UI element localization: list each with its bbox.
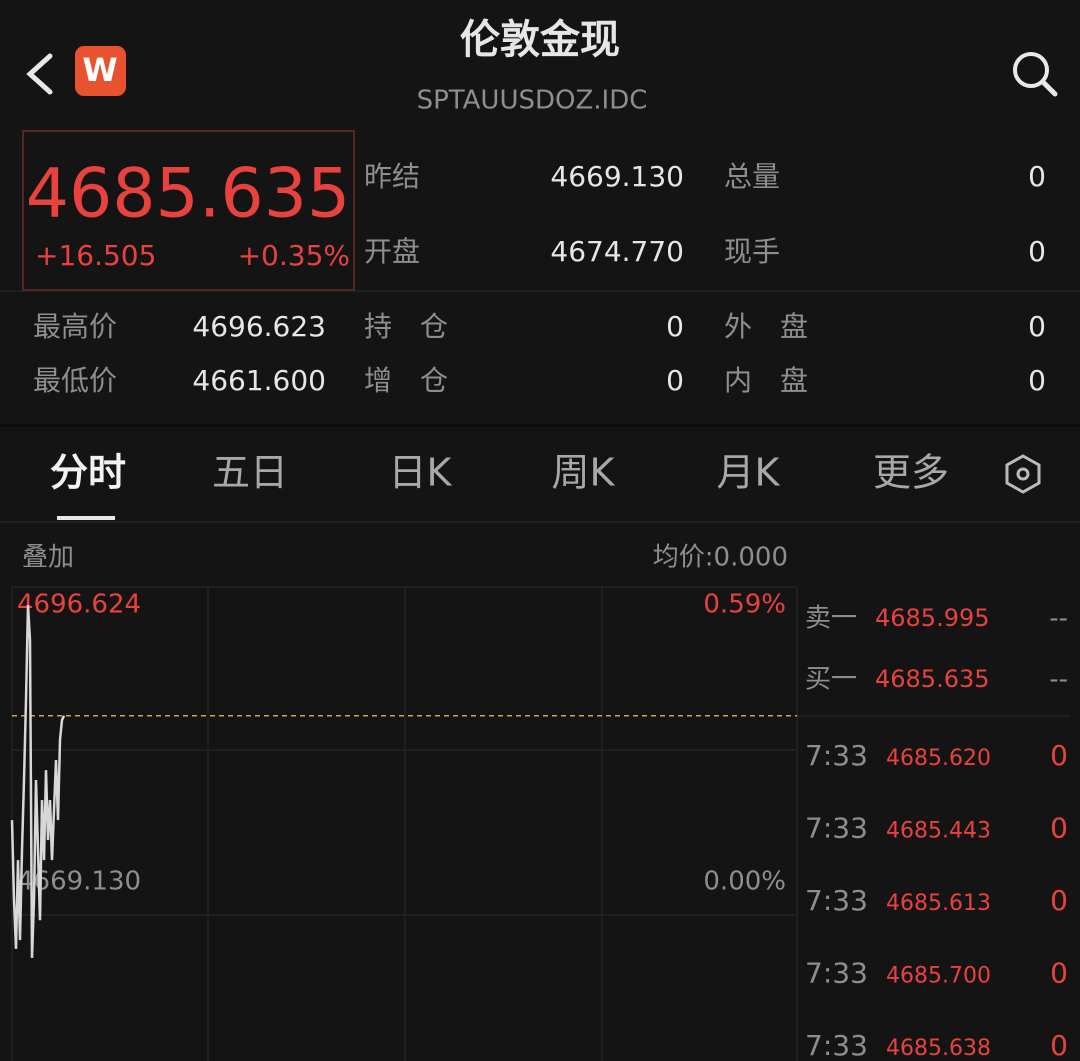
last-price: 4685.635 xyxy=(26,155,350,234)
book-side: 卖一 xyxy=(805,604,857,634)
trade-price: 4685.443 xyxy=(886,819,991,844)
trade-price: 4685.700 xyxy=(886,964,991,989)
stat-label: 最低价 xyxy=(33,364,117,397)
stat-value: 0 xyxy=(666,310,684,343)
stat-value: 0 xyxy=(1028,160,1046,193)
price-change: +16.505 xyxy=(35,239,156,272)
trade-volume: 0 xyxy=(1050,739,1068,772)
stat-label: 增 仓 xyxy=(364,364,448,397)
stat-label: 现手 xyxy=(724,235,780,268)
trade-time: 7:33 xyxy=(805,884,868,917)
stat-label: 最高价 xyxy=(33,310,117,343)
trade-price: 4685.620 xyxy=(886,746,991,771)
book-price: 4685.995 xyxy=(875,604,990,632)
stat-value: 0 xyxy=(1028,310,1046,343)
stat-label: 昨结 xyxy=(364,160,420,193)
app-badge[interactable] xyxy=(75,46,126,96)
search-handle xyxy=(1040,79,1058,97)
stat-label: 持 仓 xyxy=(364,310,448,343)
trade-time: 7:33 xyxy=(805,1029,868,1061)
y-tick-label: 4696.624 xyxy=(17,590,141,620)
app-badge-label: W xyxy=(82,51,117,89)
stat-value: 4674.770 xyxy=(550,235,684,268)
stat-value: 4661.600 xyxy=(192,364,326,397)
tab[interactable]: 日K xyxy=(389,451,453,495)
tab-indicator xyxy=(57,516,115,520)
price-line xyxy=(10,604,66,958)
trade-time: 7:33 xyxy=(805,739,868,772)
trade-time: 7:33 xyxy=(805,812,868,845)
divider xyxy=(0,424,1080,427)
stat-label: 开盘 xyxy=(364,235,420,268)
price-box xyxy=(22,130,355,291)
book-side: 买一 xyxy=(805,665,857,695)
stat-value: 4696.623 xyxy=(192,310,326,343)
trade-volume: 0 xyxy=(1050,884,1068,917)
book-price: 4685.635 xyxy=(875,665,990,693)
tab[interactable]: 分时 xyxy=(50,451,126,495)
book-volume: -- xyxy=(1049,665,1068,695)
overlay-button[interactable]: 叠加 xyxy=(22,543,74,573)
back-button[interactable] xyxy=(26,53,53,95)
instrument-code: SPTAUUSDOZ.IDC xyxy=(417,86,648,116)
tab[interactable]: 月K xyxy=(717,451,781,495)
settings-icon-dot xyxy=(1016,467,1030,481)
stat-value: 4669.130 xyxy=(550,160,684,193)
stat-value: 0 xyxy=(1028,235,1046,268)
tab[interactable]: 五日 xyxy=(212,451,288,495)
book-volume: -- xyxy=(1049,604,1068,634)
tab[interactable]: 周K xyxy=(552,451,616,495)
search-icon[interactable] xyxy=(1013,52,1049,88)
trade-time: 7:33 xyxy=(805,957,868,990)
y2-tick-label: 0.00% xyxy=(703,867,786,897)
settings-icon[interactable] xyxy=(1005,454,1041,494)
y2-tick-label: 0.59% xyxy=(703,590,786,620)
trade-volume: 0 xyxy=(1050,812,1068,845)
avg-price: 均价:0.000 xyxy=(653,543,788,573)
trade-volume: 0 xyxy=(1050,957,1068,990)
price-change-pct: +0.35% xyxy=(238,239,350,272)
trade-price: 4685.613 xyxy=(886,891,991,916)
stat-value: 0 xyxy=(1028,364,1046,397)
tab[interactable]: 更多 xyxy=(873,451,949,495)
stat-label: 内 盘 xyxy=(724,364,808,397)
page-title: 伦敦金现 xyxy=(460,17,620,63)
trade-volume: 0 xyxy=(1050,1029,1068,1061)
stat-label: 总量 xyxy=(724,160,780,193)
trade-price: 4685.638 xyxy=(886,1036,991,1061)
chart-grid xyxy=(11,586,1070,1061)
stat-value: 0 xyxy=(666,364,684,397)
stat-label: 外 盘 xyxy=(724,310,808,343)
